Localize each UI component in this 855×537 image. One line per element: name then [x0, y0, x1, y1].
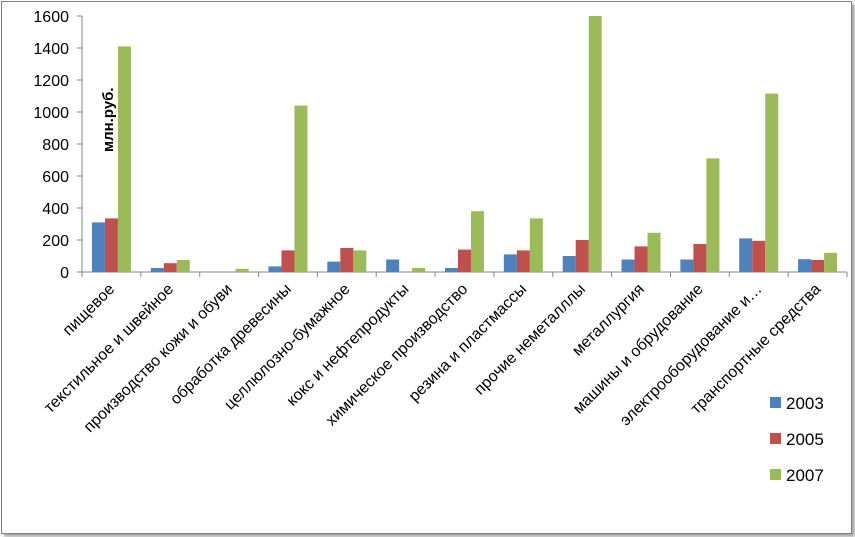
bar-2005: [458, 249, 471, 272]
bar-2003: [150, 268, 164, 272]
bar-2005: [104, 218, 118, 272]
legend-swatch: [770, 397, 781, 408]
bar-2003: [798, 259, 812, 272]
bar-2007: [765, 93, 779, 272]
legend-label: 2005: [786, 430, 824, 449]
bar-2003: [562, 256, 576, 272]
bar-2003: [503, 254, 517, 272]
bar-2005: [516, 250, 530, 272]
bar-2005: [575, 240, 589, 272]
bar-2007: [706, 158, 720, 272]
bar-2007: [588, 16, 602, 272]
bar-2005: [752, 240, 766, 272]
y-tick-label: 0: [60, 265, 69, 282]
bar-2005: [340, 248, 354, 272]
y-axis-label: млн.руб.: [100, 87, 117, 152]
bar-2007: [176, 260, 190, 272]
x-tick-label: кокс и нефтепродукты: [284, 281, 413, 410]
x-tick-label: прочие неметалллы: [471, 281, 589, 399]
bar-2007: [471, 211, 484, 272]
bar-2007: [647, 232, 661, 272]
y-tick-label: 200: [42, 233, 69, 250]
y-axis: 0 200 400 600 800 1000 1200 1400 1600: [33, 9, 83, 282]
bar-2003: [621, 259, 635, 272]
legend-label: 2003: [786, 394, 824, 413]
bar-2003: [327, 261, 341, 272]
x-tick-label: резина и пластмассы: [406, 281, 530, 405]
bar-2003: [91, 222, 105, 272]
bar-2003: [680, 259, 694, 272]
bar-2007: [294, 105, 308, 272]
bar-2003: [386, 259, 400, 272]
bar-2007: [353, 250, 367, 272]
y-tick-label: 800: [42, 137, 69, 154]
y-tick-label: 1400: [33, 41, 69, 58]
bar-2005: [811, 260, 825, 272]
bar-2005: [634, 246, 648, 272]
x-tick-label: пищевое: [60, 281, 118, 339]
y-tick-label: 1000: [33, 105, 69, 122]
bar-2005: [163, 263, 177, 272]
y-tick-label: 400: [42, 201, 69, 218]
legend-swatch: [770, 433, 781, 444]
bar-2003: [445, 268, 458, 272]
x-tick-label: обработка древесины: [167, 281, 294, 408]
bar-2003: [739, 238, 753, 272]
y-tick-label: 1600: [33, 9, 69, 26]
bar-2005: [281, 250, 295, 272]
x-axis: [81, 271, 848, 277]
legend-label: 2007: [786, 466, 824, 485]
bar-2007: [235, 268, 249, 272]
bar-2007: [412, 268, 426, 272]
bars: [91, 16, 838, 273]
bar-2007: [117, 46, 131, 273]
bar-2005: [693, 244, 707, 272]
bar-2003: [268, 266, 282, 272]
y-tick-label: 600: [42, 169, 69, 186]
bar-2007: [529, 218, 543, 272]
legend-swatch: [770, 469, 781, 480]
legend: 2003 2005 2007: [770, 394, 824, 485]
bar-2007: [824, 252, 838, 272]
y-tick-label: 1200: [33, 73, 69, 90]
